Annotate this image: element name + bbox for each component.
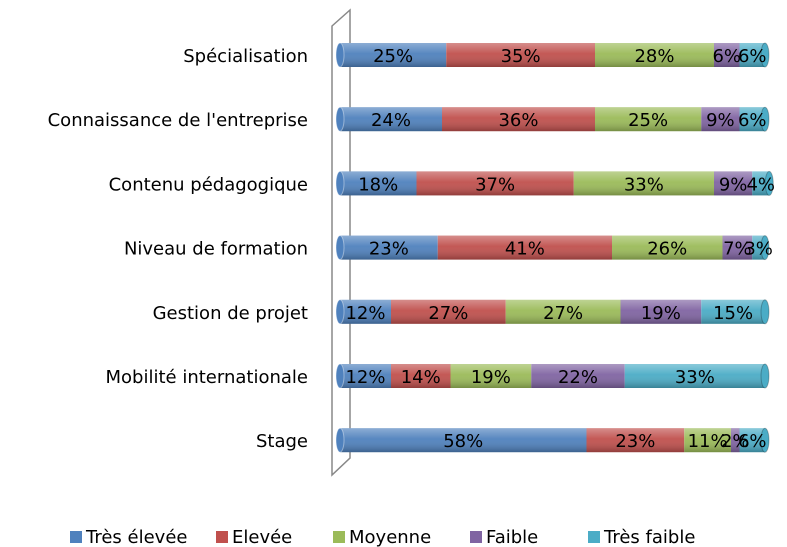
bar-shine [340, 364, 765, 388]
value-label: 14% [401, 367, 441, 388]
bar-cap [760, 363, 770, 389]
bar-cap [764, 170, 774, 196]
bar-cap [335, 42, 345, 68]
category-label: Mobilité internationale [106, 367, 308, 388]
bar-cap [335, 363, 345, 389]
value-label: 2% [721, 431, 750, 452]
legend-swatch [216, 531, 228, 543]
bar-cap [760, 42, 770, 68]
category-label: Contenu pédagogique [109, 174, 308, 195]
category-label: Niveau de formation [124, 239, 308, 260]
category-label: Connaissance de l'entreprise [48, 110, 308, 131]
category-label: Gestion de projet [153, 303, 308, 324]
bar-cap [335, 170, 345, 196]
value-label: 27% [428, 303, 468, 324]
category-label: Spécialisation [183, 46, 308, 67]
value-label: 19% [641, 303, 681, 324]
bar-cap [760, 106, 770, 132]
bar-cap [760, 235, 770, 261]
legend-label: Elevée [232, 527, 292, 547]
value-label: 23% [615, 431, 655, 452]
value-label: 6% [738, 431, 767, 452]
legend-swatch [588, 531, 600, 543]
legend-label: Très élevée [85, 527, 187, 547]
legend-swatch [470, 531, 482, 543]
value-label: 3% [744, 239, 773, 260]
value-label: 6% [738, 110, 767, 131]
value-label: 36% [498, 110, 538, 131]
value-label: 4% [746, 174, 775, 195]
bar-shine [340, 299, 765, 324]
legend-swatch [333, 531, 345, 543]
value-label: 25% [628, 110, 668, 131]
value-label: 6% [712, 46, 741, 67]
value-label: 12% [345, 303, 385, 324]
value-label: 58% [443, 431, 483, 452]
value-label: 6% [738, 46, 767, 67]
bar-cap [760, 427, 770, 453]
bar-cap [335, 235, 345, 261]
bar-shine [340, 428, 765, 453]
value-label: 27% [543, 303, 583, 324]
bar-cap [335, 299, 345, 325]
value-label: 24% [371, 110, 411, 131]
value-label: 15% [713, 303, 753, 324]
value-label: 28% [634, 46, 674, 67]
value-label: 37% [475, 174, 515, 195]
bar-shine [340, 235, 765, 260]
bar-cap [335, 427, 345, 453]
category-label: Stage [256, 431, 308, 452]
bar-shine [340, 43, 765, 67]
value-label: 7% [723, 239, 752, 260]
bar-cap [760, 299, 770, 325]
legend-label: Moyenne [349, 527, 431, 547]
value-label: 19% [471, 367, 511, 388]
bar-shine [340, 107, 765, 132]
back-wall [331, 8, 351, 477]
value-label: 9% [719, 174, 748, 195]
value-label: 9% [706, 110, 735, 131]
value-label: 23% [369, 239, 409, 260]
value-label: 11% [688, 431, 728, 452]
value-label: 41% [505, 239, 545, 260]
value-label: 35% [501, 46, 541, 67]
bar-shine [340, 171, 770, 196]
legend-swatch [70, 531, 82, 543]
bar-cap [335, 106, 345, 132]
value-label: 12% [345, 367, 385, 388]
value-label: 25% [373, 46, 413, 67]
value-label: 33% [624, 174, 664, 195]
value-label: 22% [558, 367, 598, 388]
legend-label: Faible [486, 527, 538, 547]
value-label: 18% [358, 174, 398, 195]
value-label: 33% [675, 367, 715, 388]
value-label: 26% [647, 239, 687, 260]
legend-label: Très faible [603, 527, 695, 547]
